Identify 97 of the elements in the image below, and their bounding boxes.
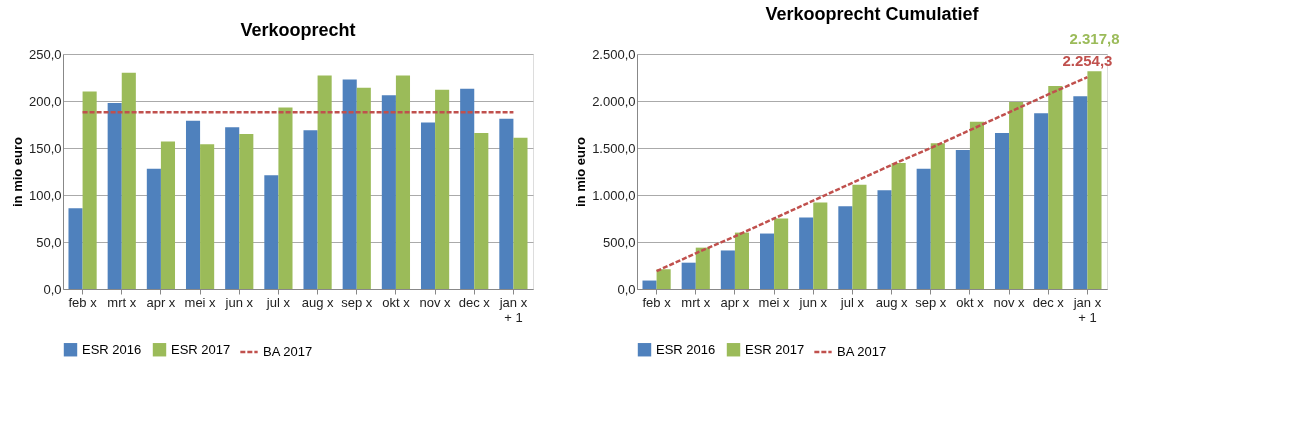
y-tick-label: 250,0	[28, 46, 62, 62]
bar	[278, 107, 293, 289]
x-tick-label: jan x + 1	[498, 294, 528, 325]
y-tick-label: 50,0	[36, 234, 62, 250]
chart-title: Verkooprecht	[240, 20, 356, 40]
x-tick-label: jan x + 1	[1072, 294, 1102, 325]
bar	[1048, 85, 1063, 289]
bar	[799, 217, 814, 289]
y-tick-label: 2.500,0	[592, 46, 636, 62]
bar	[264, 175, 279, 289]
bar	[1087, 71, 1102, 289]
x-tick-label: nov x	[993, 294, 1026, 310]
bar	[460, 88, 475, 289]
y-tick-label: 200,0	[28, 93, 62, 109]
y-tick-label: 1.500,0	[592, 140, 636, 156]
x-tick-label: jul x	[839, 294, 865, 310]
bar	[121, 72, 136, 289]
bar	[813, 202, 828, 289]
bar	[759, 233, 775, 289]
x-tick-label: sep x	[915, 294, 947, 310]
y-tick-label: 100,0	[28, 187, 62, 203]
y-tick-label: 2.000,0	[592, 93, 636, 109]
y-axis-title: in mio euro	[573, 136, 589, 208]
legend-label: ESR 2017	[171, 341, 231, 357]
bar	[317, 75, 332, 289]
y-tick-label: 500,0	[602, 234, 636, 250]
x-tick-label: mrt x	[107, 294, 137, 310]
x-tick-label: mrt x	[681, 294, 711, 310]
bar	[681, 262, 696, 289]
x-tick-label: jun x	[224, 294, 254, 310]
bar	[303, 130, 318, 289]
bar	[969, 121, 985, 289]
bar	[695, 247, 710, 289]
bar	[930, 143, 945, 289]
bar	[356, 87, 371, 289]
bar	[185, 120, 201, 289]
x-tick-label: mei x	[184, 294, 217, 310]
bar	[474, 132, 489, 289]
chart-title: Verkooprecht Cumulatief	[765, 4, 980, 25]
y-tick-label: 0,0	[43, 281, 62, 297]
legend-label: BA 2017	[837, 344, 887, 359]
x-tick-label: aug x	[875, 294, 908, 310]
bar	[852, 184, 867, 289]
bar	[68, 208, 83, 289]
legend-label: BA 2017	[263, 344, 313, 359]
y-axis-title: in mio euro	[9, 136, 25, 208]
data-label: 2.254,3	[1062, 52, 1113, 70]
bar	[994, 132, 1010, 289]
bar	[225, 127, 240, 289]
bar	[955, 149, 970, 289]
bar	[1073, 96, 1088, 289]
x-tick-label: okt x	[382, 294, 411, 310]
bar	[734, 232, 750, 289]
bar	[160, 141, 176, 289]
x-tick-label: mei x	[758, 294, 791, 310]
x-tick-label: feb x	[68, 294, 98, 310]
bar	[891, 163, 906, 289]
bar	[239, 133, 254, 289]
x-tick-label: dec x	[1032, 294, 1065, 310]
bar	[774, 218, 789, 289]
y-tick-label: 0,0	[617, 281, 636, 297]
bar	[499, 118, 514, 289]
bar	[720, 250, 735, 289]
data-label: 2.317,8	[1069, 30, 1120, 48]
bar	[200, 144, 215, 289]
x-tick-label: jun x	[798, 294, 828, 310]
y-tick-label: 1.000,0	[592, 187, 636, 203]
bar	[838, 206, 853, 289]
x-tick-label: aug x	[301, 294, 334, 310]
y-tick-label: 150,0	[28, 140, 62, 156]
bar	[513, 137, 528, 289]
bar	[916, 168, 931, 289]
bar	[877, 190, 892, 289]
x-tick-label: dec x	[458, 294, 491, 310]
bar	[146, 168, 161, 289]
x-tick-label: apr x	[146, 294, 176, 310]
bar	[642, 280, 657, 289]
legend-label: ESR 2016	[82, 341, 142, 357]
legend-label: ESR 2016	[656, 341, 716, 357]
bar	[1034, 113, 1049, 289]
legend-label: ESR 2017	[745, 341, 805, 357]
x-tick-label: sep x	[341, 294, 373, 310]
bar	[435, 89, 450, 289]
bar	[381, 95, 396, 289]
bar	[420, 122, 436, 289]
x-tick-label: nov x	[419, 294, 452, 310]
bar	[395, 75, 411, 289]
bar	[82, 91, 97, 289]
x-tick-label: jul x	[265, 294, 291, 310]
x-tick-label: feb x	[642, 294, 672, 310]
bar	[342, 79, 357, 289]
bar	[656, 269, 671, 289]
line-series	[655, 75, 1089, 273]
bar	[107, 102, 122, 289]
x-tick-label: apr x	[720, 294, 750, 310]
bar	[1009, 101, 1024, 289]
x-tick-label: okt x	[956, 294, 985, 310]
